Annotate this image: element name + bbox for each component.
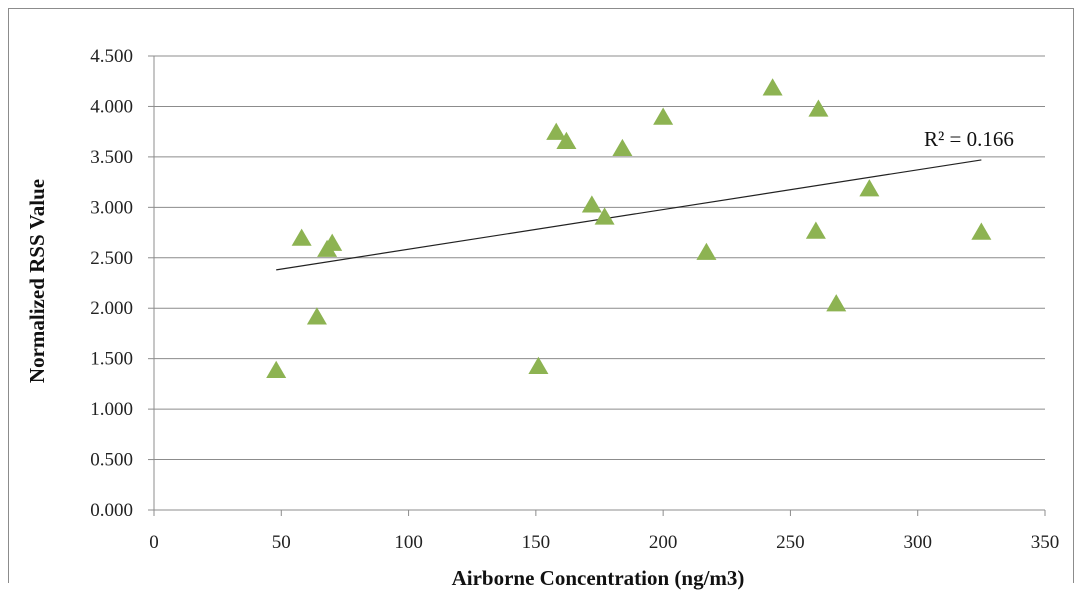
data-point-triangle bbox=[859, 179, 880, 197]
data-point-triangle bbox=[528, 356, 549, 374]
r-squared-annotation: R² = 0.166 bbox=[924, 127, 1014, 151]
data-point-triangle bbox=[612, 138, 633, 157]
data-point-triangle bbox=[322, 233, 343, 251]
chart-frame bbox=[8, 8, 1074, 583]
x-tick-label: 150 bbox=[522, 532, 551, 553]
axes bbox=[148, 55, 1046, 516]
x-tick-label: 50 bbox=[272, 532, 291, 553]
data-point-triangle bbox=[808, 99, 829, 117]
y-tick-label: 3.500 bbox=[90, 147, 133, 168]
y-tick-label: 0.000 bbox=[90, 500, 133, 521]
tick-labels: 0.000 0.500 1.000 1.500 2.000 2.500 3.000 3.500… bbox=[90, 46, 1059, 553]
y-tick-label: 4.000 bbox=[90, 96, 133, 117]
data-points bbox=[266, 78, 992, 378]
trendline-group bbox=[276, 159, 982, 271]
x-tick-label: 350 bbox=[1031, 532, 1060, 553]
data-point-triangle bbox=[971, 222, 992, 240]
x-tick-label: 300 bbox=[903, 532, 932, 553]
data-point-triangle bbox=[696, 242, 717, 260]
data-point-triangle bbox=[266, 360, 287, 378]
x-tick-label: 250 bbox=[776, 532, 805, 553]
y-tick-label: 4.500 bbox=[90, 46, 133, 67]
data-point-triangle bbox=[546, 122, 567, 140]
data-point-triangle bbox=[826, 294, 847, 312]
y-tick-label: 3.000 bbox=[90, 197, 133, 218]
x-tick-label: 0 bbox=[149, 532, 159, 553]
x-axis-title: Airborne Concentration (ng/m3) bbox=[452, 566, 745, 590]
y-tick-label: 1.500 bbox=[90, 349, 133, 370]
data-point-triangle bbox=[594, 207, 615, 225]
data-point-triangle bbox=[306, 307, 327, 325]
gridlines bbox=[154, 55, 1045, 461]
data-point-triangle bbox=[762, 78, 783, 96]
trendline bbox=[276, 159, 982, 271]
x-tick-label: 200 bbox=[649, 532, 678, 553]
data-point-triangle bbox=[805, 221, 826, 239]
x-tick-label: 100 bbox=[394, 532, 423, 553]
data-point-triangle bbox=[581, 195, 602, 213]
y-tick-label: 0.500 bbox=[90, 450, 133, 471]
y-tick-label: 2.000 bbox=[90, 298, 133, 319]
y-axis-title: Normalized RSS Value bbox=[25, 179, 49, 383]
y-tick-label: 2.500 bbox=[90, 248, 133, 269]
data-point-triangle bbox=[653, 107, 674, 125]
data-point-triangle bbox=[556, 131, 577, 149]
data-point-triangle bbox=[291, 228, 312, 246]
y-tick-label: 1.000 bbox=[90, 399, 133, 420]
